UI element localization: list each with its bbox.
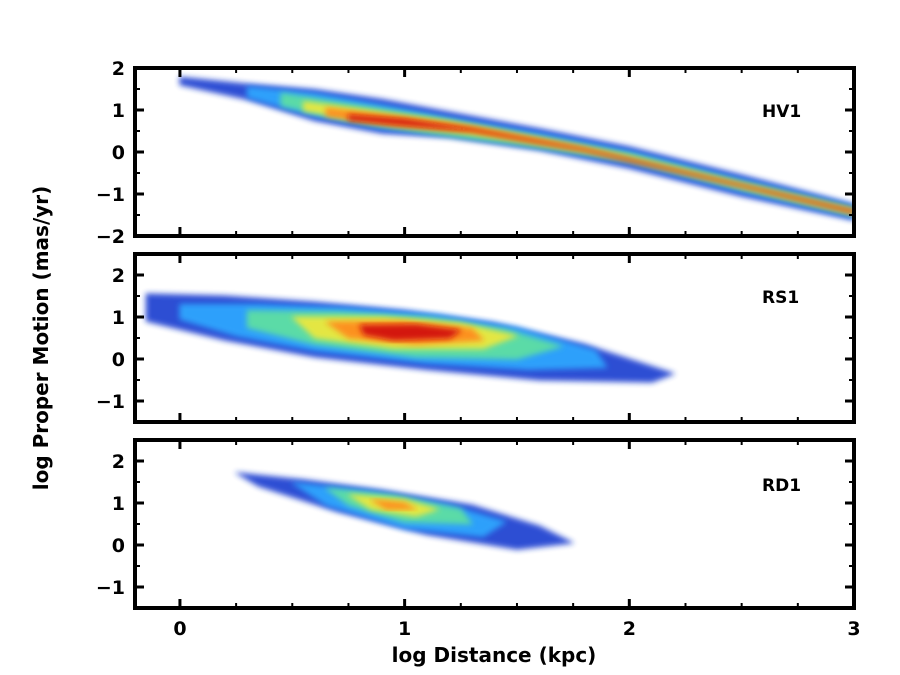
x-tick-labels: 0 1 2 3 [173,618,860,640]
rd1-contour-level-4 [370,499,417,510]
rd1-y-tick-label: −1 [96,577,125,599]
hv1-frame [133,66,856,238]
x-axis-title: log Distance (kpc) [392,643,597,667]
rs1-label: RS1 [762,288,799,308]
x-tick-label: 3 [847,618,860,640]
rs1-y-tick-label: 1 [112,307,125,329]
hv1-y-tick-label: 2 [112,58,125,80]
panel-hv1: −2 −1 0 1 2 HV1 [96,58,856,248]
rd1-label: RD1 [762,476,801,496]
rs1-y-tick-label: 0 [112,349,125,371]
hv1-contours [179,76,854,221]
rs1-frame [133,252,856,424]
rd1-y-tick-label: 1 [112,493,125,515]
x-tick-label: 2 [623,618,636,640]
x-tick-label: 0 [173,618,186,640]
panel-rs1: −1 0 1 2 RS1 [96,252,856,424]
rd1-y-tick-label: 2 [112,451,125,473]
hv1-label: HV1 [762,102,801,122]
rs1-contours [145,293,675,383]
hv1-contour-level-5 [348,114,854,213]
hv1-y-tick-label: −1 [96,184,125,206]
rs1-y-tick-label: −1 [96,391,125,413]
y-axis-title: log Proper Motion (mas/yr) [29,186,53,491]
rd1-frame [133,438,856,610]
panel-rd1: −1 0 1 2 RD1 [96,438,856,610]
rs1-contour-level-5 [359,324,462,341]
x-tick-label: 1 [398,618,411,640]
rd1-y-tick-label: 0 [112,535,125,557]
rd1-contours [235,472,574,550]
hv1-y-tick-label: −2 [96,226,125,248]
hv1-y-tick-label: 1 [112,100,125,122]
hv1-y-tick-label: 0 [112,142,125,164]
rs1-y-tick-label: 2 [112,265,125,287]
